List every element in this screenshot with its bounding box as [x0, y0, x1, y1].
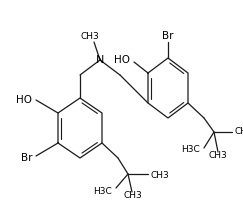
Text: Br: Br	[20, 153, 32, 163]
Text: CH3: CH3	[234, 128, 243, 137]
Text: HO: HO	[16, 95, 32, 105]
Text: CH3: CH3	[209, 151, 227, 160]
Text: CH3: CH3	[81, 32, 99, 41]
Text: HO: HO	[114, 55, 130, 65]
Text: Br: Br	[162, 31, 174, 41]
Text: CH3: CH3	[150, 171, 169, 179]
Text: H3C: H3C	[93, 186, 112, 195]
Text: N: N	[96, 55, 104, 65]
Text: CH3: CH3	[124, 192, 142, 200]
Text: H3C: H3C	[181, 145, 200, 154]
